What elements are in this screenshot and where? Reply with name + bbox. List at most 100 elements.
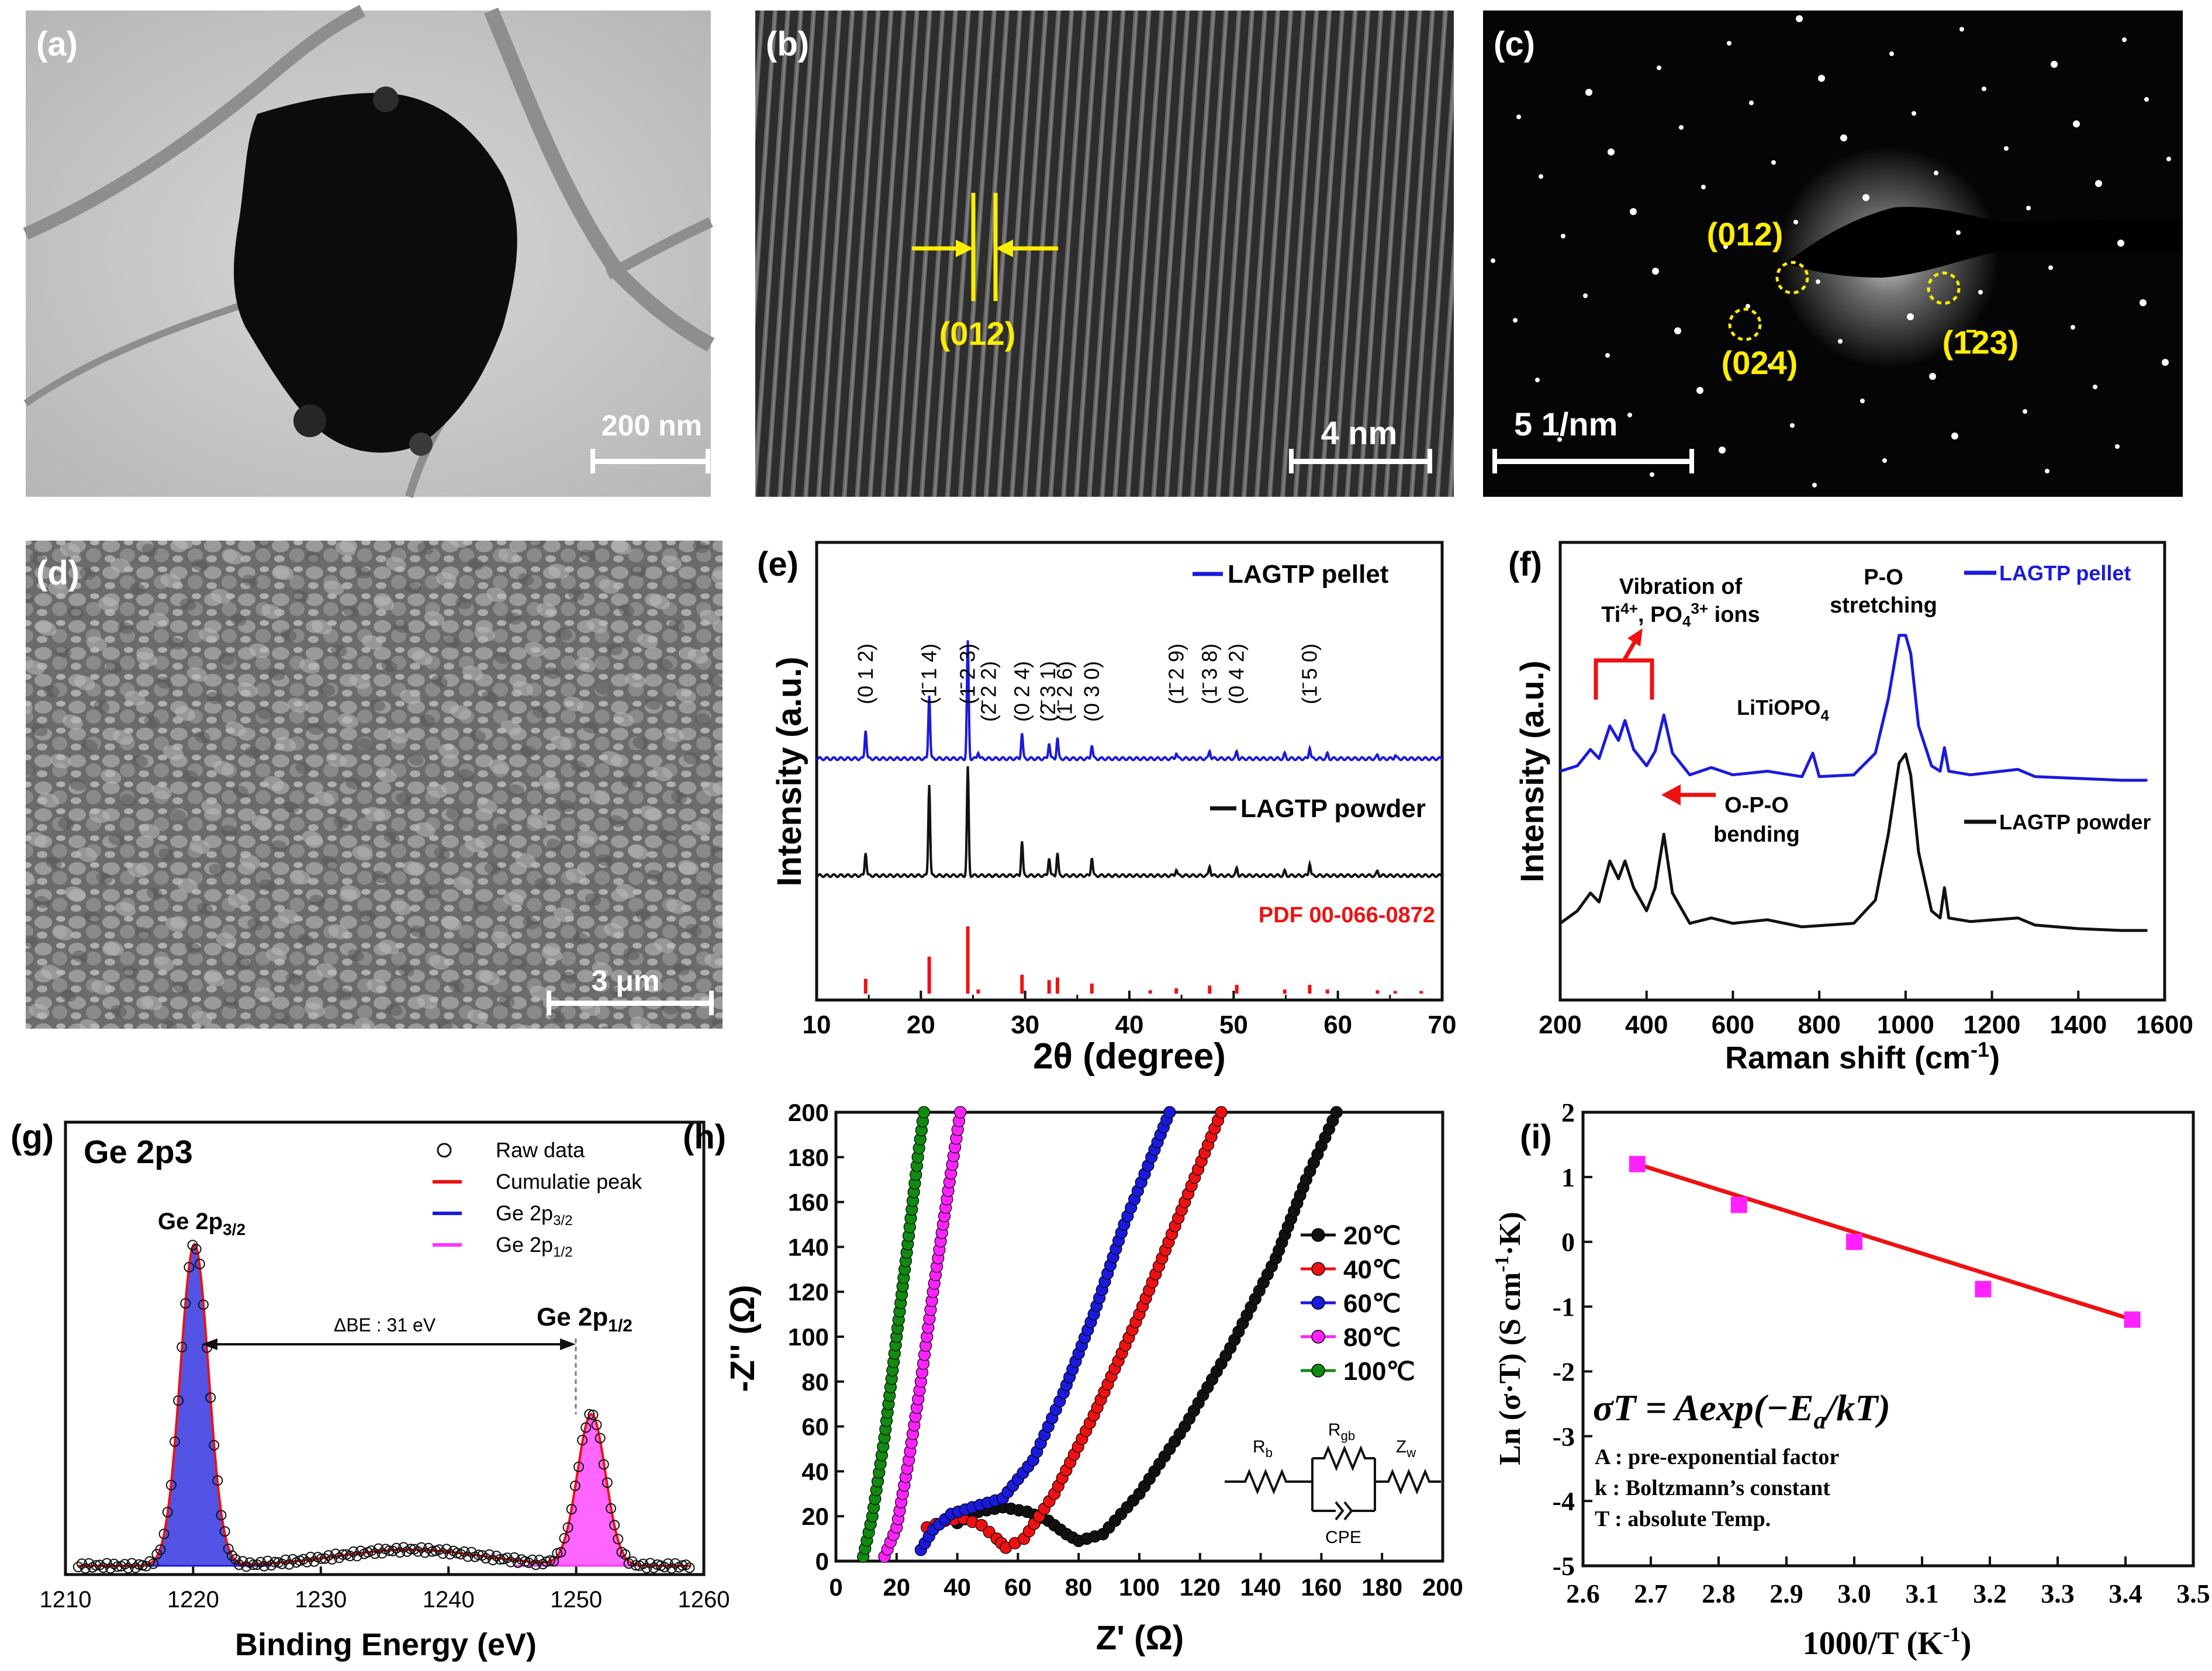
legend-label: LAGTP pellet: [1228, 560, 1389, 589]
peak-label: (2̄ 3 1): [1036, 661, 1060, 722]
raw-data-point: [216, 1510, 227, 1521]
raw-data-point: [91, 1560, 102, 1571]
circuit-label: Rgb: [1328, 1420, 1355, 1443]
diffraction-spot: [2115, 444, 2120, 449]
spot-marker: [1775, 261, 1809, 295]
raw-data-point: [258, 1561, 269, 1572]
scalebar-label: 5 1/nm: [1514, 406, 1617, 442]
diffraction-spot: [1889, 51, 1894, 56]
diffraction-spot: [1912, 111, 1916, 116]
diffraction-spot: [1491, 258, 1495, 263]
tick-label: 2: [1561, 1098, 1575, 1127]
raw-data-point: [237, 1556, 248, 1567]
plot-frame: [815, 541, 1444, 1002]
scalebar-label: 3 μm: [592, 964, 660, 997]
diffraction-spot: [1796, 15, 1803, 22]
cpe-element: [1335, 1501, 1353, 1521]
peak-label: (1̄ 1 4): [917, 644, 941, 704]
raw-data-point: [148, 1558, 159, 1569]
raw-data-point: [298, 1554, 309, 1565]
panel-label: (f): [1508, 545, 1542, 583]
raman-traces: [1559, 634, 2148, 932]
x-axis: 1210 1220 1230 1240 1250 1260: [40, 1566, 730, 1613]
tick-label: 120: [1180, 1573, 1221, 1601]
raw-data-point: [72, 1562, 84, 1572]
panel-label: (d): [36, 554, 80, 592]
raman-series-0: [1560, 634, 2148, 782]
raw-data-point: [481, 1553, 491, 1564]
annotation-opo: O-P-O: [1724, 793, 1789, 818]
raw-data-point: [226, 1550, 237, 1561]
raw-data-point: [405, 1544, 416, 1555]
tick-label: 3.4: [2109, 1579, 2142, 1608]
diffraction-spot: [2095, 180, 2102, 187]
equation-note: T : absolute Temp.: [1595, 1507, 1771, 1531]
arrow-icon: [1661, 784, 1681, 805]
diffraction-spot: [1771, 160, 1776, 165]
diffraction-spot: [1959, 27, 1964, 32]
component-peak-1: [514, 1413, 668, 1567]
particle-edge: [373, 87, 399, 112]
raw-data-point: [584, 1409, 595, 1420]
tick-label: 1240: [423, 1587, 475, 1613]
raw-data-point: [509, 1552, 520, 1563]
panel-h: (h) 0 20 40 60 80 100 120 140 160 180 200 0 20 40 60 80…: [683, 1099, 1463, 1657]
raw-data-point: [219, 1526, 230, 1537]
peak-label: (1̄ 2 6): [1052, 661, 1076, 722]
circuit-label: Rb: [1253, 1437, 1273, 1460]
legend-marker: [1311, 1330, 1325, 1344]
peak-label: (0 3 0): [1080, 661, 1104, 722]
raw-data-point: [613, 1534, 624, 1545]
legend-marker: [1311, 1262, 1325, 1276]
plane-label: (012): [939, 315, 1016, 352]
panel-label: (b): [766, 25, 809, 63]
diffraction-spot: [1749, 101, 1754, 105]
data-point: [1730, 1196, 1747, 1213]
panel-i: (i) 2.6 2.7 2.8 2.9 3.0 3.1 3.2 3.3 3.4 3.5 2 1 0 -1 -…: [1491, 1098, 2210, 1662]
annotation-vibration: Vibration of: [1619, 575, 1743, 599]
legend-label: LAGTP powder: [1999, 810, 2151, 834]
x-axis-title: 1000/T (K-1): [1803, 1622, 1972, 1662]
annotation-litiopo4: LiTiOPO4: [1737, 696, 1829, 724]
diffraction-spot: [2000, 350, 2005, 354]
panel-d: (d) 3 μm: [26, 541, 723, 1029]
arrow-icon: [202, 1338, 217, 1350]
diffraction-spot: [1793, 220, 1798, 224]
diffraction-spot: [1701, 185, 1706, 189]
raw-data-point: [562, 1522, 573, 1533]
legend-label: 40℃: [1343, 1255, 1401, 1284]
peak-label: (1̄ 2 9): [1164, 644, 1188, 704]
raw-data-point: [248, 1559, 259, 1570]
panel-f: (f) 200 400 600 800 1000 1200 1400 1600 Raman s…: [1508, 541, 2193, 1075]
raw-data-point: [269, 1556, 281, 1568]
diffraction-spot: [2144, 97, 2149, 102]
diffraction-spot: [2051, 61, 2058, 68]
tick-label: 3.5: [2176, 1579, 2210, 1608]
bracket: [1594, 658, 1654, 700]
carbon-film-strand: [484, 7, 715, 352]
y-axis-title: Ln (σ·T) (S cm-1·K): [1491, 1212, 1527, 1465]
diffraction-spot: [1907, 313, 1914, 320]
spot-label: (012): [1707, 216, 1784, 252]
tick-label: 140: [788, 1233, 829, 1261]
tick-label: 3.1: [1905, 1579, 1939, 1608]
diffraction-spot: [1585, 89, 1592, 96]
x-axis-title: Binding Energy (eV): [235, 1627, 537, 1662]
raw-data-point: [191, 1244, 202, 1255]
legend-label: 20℃: [1343, 1222, 1401, 1250]
raw-data-point: [573, 1461, 584, 1472]
raw-data-point: [266, 1560, 277, 1571]
diffraction-spot: [1513, 318, 1518, 323]
raman-series-1: [1559, 752, 2148, 932]
raw-data-point: [319, 1553, 330, 1564]
legend-label: LAGTP pellet: [1999, 561, 2131, 585]
tick-label: 2.8: [1702, 1579, 1736, 1608]
raw-data-point: [423, 1542, 434, 1554]
raw-data-point: [355, 1545, 366, 1556]
plot-frame: [1581, 1110, 2195, 1568]
peak-label: (1̄ 5 0): [1298, 644, 1322, 704]
diffraction-spot: [1860, 399, 1865, 403]
raw-data-point: [112, 1561, 123, 1572]
tick-label: 140: [1240, 1573, 1281, 1601]
